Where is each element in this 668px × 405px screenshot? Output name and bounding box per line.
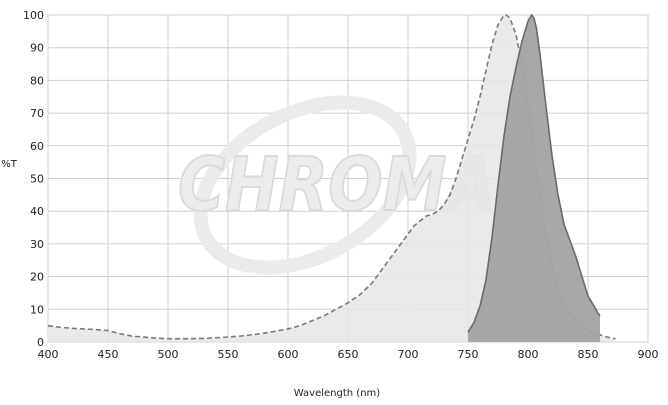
x-tick-label-450: 450 [98, 348, 119, 361]
y-tick-label-100: 100 [23, 9, 44, 22]
x-tick-label-800: 800 [518, 348, 539, 361]
y-tick-labels: 0 10 20 30 40 50 60 70 80 90 100 [23, 9, 44, 349]
series-1-area [48, 15, 616, 342]
y-tick-label-10: 10 [30, 303, 44, 316]
x-tick-label-400: 400 [38, 348, 59, 361]
y-tick-label-90: 90 [30, 42, 44, 55]
x-tick-label-700: 700 [398, 348, 419, 361]
series-2-area [468, 15, 600, 342]
x-tick-label-650: 650 [338, 348, 359, 361]
y-tick-label-70: 70 [30, 107, 44, 120]
series-2-line [467, 13, 601, 333]
x-tick-label-500: 500 [158, 348, 179, 361]
x-tick-label-550: 550 [218, 348, 239, 361]
y-tick-label-80: 80 [30, 74, 44, 87]
y-tick-label-0: 0 [37, 336, 44, 349]
y-tick-label-50: 50 [30, 173, 44, 186]
x-tick-label-600: 600 [278, 348, 299, 361]
x-tick-label-900: 900 [638, 348, 659, 361]
series-1-line [47, 14, 616, 340]
y-axis-label: %T [1, 159, 18, 170]
series-layer [47, 13, 616, 342]
y-tick-label-60: 60 [30, 140, 44, 153]
x-tick-label-750: 750 [458, 348, 479, 361]
x-tick-labels: 400 450 500 550 600 650 700 750 800 850 900 [38, 348, 659, 361]
y-tick-label-20: 20 [30, 271, 44, 284]
y-tick-label-30: 30 [30, 238, 44, 251]
x-axis-label: Wavelength (nm) [294, 388, 380, 399]
y-tick-label-40: 40 [30, 205, 44, 218]
x-tick-label-850: 850 [578, 348, 599, 361]
